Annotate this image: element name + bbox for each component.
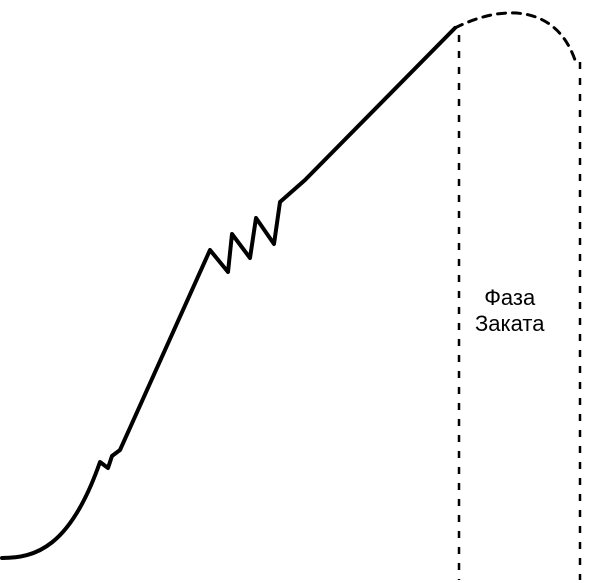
- phase-label: Фаза Заката: [475, 285, 544, 338]
- sunset-arc: [455, 13, 575, 60]
- growth-curve: [2, 28, 455, 558]
